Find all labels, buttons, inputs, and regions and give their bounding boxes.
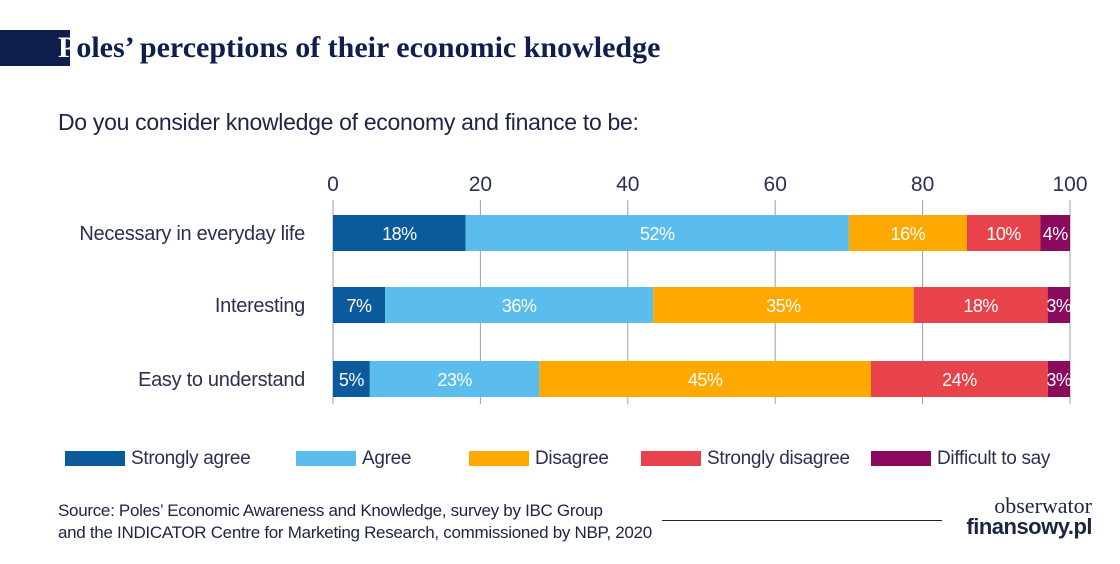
- legend-label: Agree: [362, 448, 412, 469]
- x-tick-label: 60: [764, 173, 787, 196]
- x-tick-label: 0: [327, 173, 339, 196]
- bar-value-label: 35%: [766, 296, 801, 316]
- category-label: Easy to understand: [138, 369, 305, 391]
- bar-value-label: 18%: [382, 224, 417, 244]
- bar-value-label: 52%: [640, 224, 675, 244]
- legend-swatch: [469, 451, 529, 466]
- bar-value-label: 36%: [502, 296, 537, 316]
- title-rest: oles’ perceptions of their economic know…: [76, 31, 661, 64]
- bar-value-label: 4%: [1043, 224, 1069, 244]
- bar-segment: [871, 361, 1048, 397]
- category-label: Necessary in everyday life: [79, 223, 305, 245]
- bar-segment: [848, 215, 967, 251]
- bar-segment: [539, 361, 872, 397]
- legend-label: Difficult to say: [937, 448, 1051, 469]
- legend-swatch: [296, 451, 356, 466]
- bar-segment: [333, 287, 386, 323]
- stacked-bar-chart: 0 20 40 60 80 100 Necessary in everyday life In…: [79, 173, 1088, 404]
- bar-segment: [385, 287, 654, 323]
- bar-segment: [913, 287, 1048, 323]
- bar-segment: [369, 361, 540, 397]
- bar-value-label: 7%: [347, 296, 373, 316]
- logo-text-bottom: finansowy.pl: [966, 514, 1092, 539]
- legend-label: Disagree: [535, 448, 609, 469]
- bar-value-label: 5%: [339, 370, 365, 390]
- bar-value-label: 45%: [688, 370, 723, 390]
- bar-value-label: 3%: [1046, 370, 1072, 390]
- source-line-1: Source: Poles’ Economic Awareness and Kn…: [58, 501, 603, 520]
- legend-swatch: [871, 451, 931, 466]
- logo-text-top: obserwator: [994, 493, 1092, 518]
- source-line-2: and the INDICATOR Centre for Marketing R…: [58, 523, 652, 542]
- bar-segment: [465, 215, 849, 251]
- title-accent-bar: [0, 30, 70, 66]
- brand-logo: obserwator finansowy.pl: [952, 494, 1092, 546]
- x-tick-label: 20: [469, 173, 492, 196]
- bar-value-label: 16%: [891, 224, 926, 244]
- bar-value-label: 18%: [963, 296, 998, 316]
- legend-label: Strongly disagree: [707, 448, 850, 469]
- bar-value-label: 24%: [942, 370, 977, 390]
- legend-label: Strongly agree: [131, 448, 251, 469]
- category-label: Interesting: [215, 295, 305, 317]
- title-first-letter: P: [58, 31, 77, 64]
- bar-segment: [1047, 287, 1070, 323]
- bar-value-label: 3%: [1046, 296, 1072, 316]
- bar-segment: [653, 287, 914, 323]
- source-divider: [662, 520, 942, 521]
- x-tick-label: 80: [911, 173, 934, 196]
- x-tick-label: 40: [616, 173, 639, 196]
- bar-value-label: 23%: [437, 370, 472, 390]
- chart-subtitle: Do you consider knowledge of economy and…: [58, 109, 639, 135]
- bar-segment: [1040, 215, 1070, 251]
- legend-swatch: [641, 451, 701, 466]
- bar-segment: [1047, 361, 1070, 397]
- legend-swatch: [65, 451, 125, 466]
- bar-segment: [333, 215, 466, 251]
- x-tick-label: 100: [1052, 173, 1087, 196]
- bar-value-label: 10%: [986, 224, 1021, 244]
- bar-segment: [966, 215, 1041, 251]
- bar-segment: [333, 361, 370, 397]
- page-title: Poles’ perceptions of their economic kno…: [58, 28, 660, 68]
- source-note: Source: Poles’ Economic Awareness and Kn…: [58, 500, 652, 544]
